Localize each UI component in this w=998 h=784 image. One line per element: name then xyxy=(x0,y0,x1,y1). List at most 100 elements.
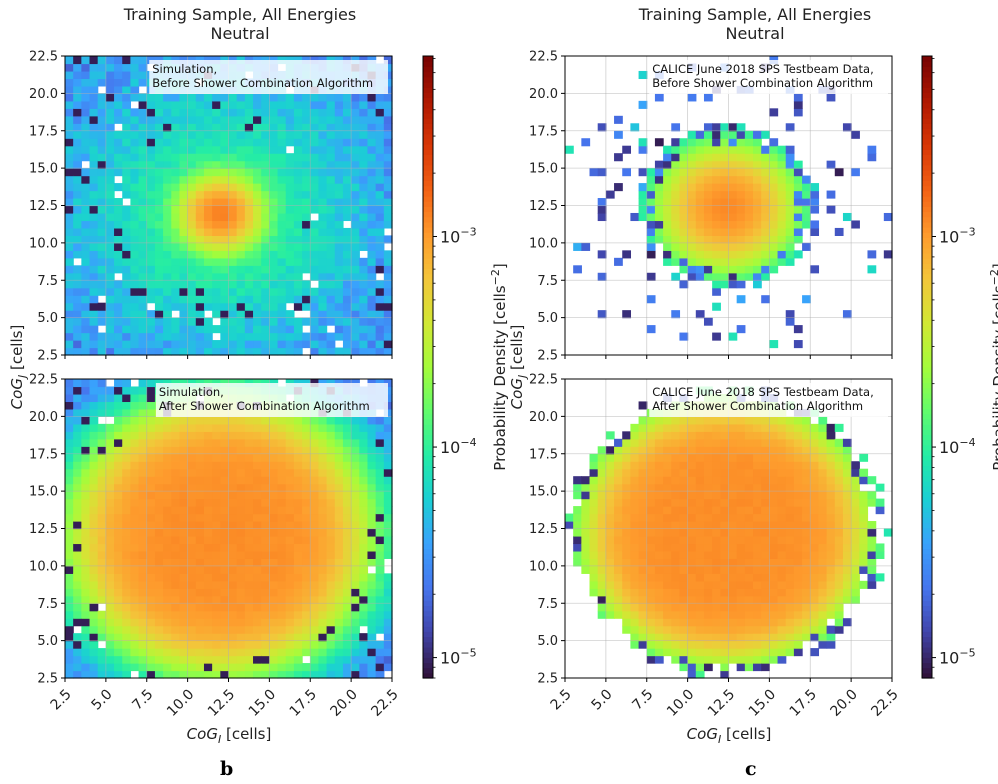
heatmap-bin xyxy=(138,491,148,500)
heatmap-bin xyxy=(351,528,360,537)
heatmap-bin xyxy=(310,438,320,447)
heatmap-bins xyxy=(565,56,893,349)
heatmap-bin xyxy=(383,625,393,634)
heatmap-bin xyxy=(326,220,336,229)
heatmap-bin xyxy=(212,521,221,530)
heatmap-bin xyxy=(212,528,221,537)
heatmap-bin xyxy=(646,618,656,627)
heatmap-bin xyxy=(302,468,311,477)
heatmap-bin xyxy=(728,153,738,162)
heatmap-bin xyxy=(269,438,279,447)
heatmap-bin xyxy=(179,438,189,447)
heatmap-bin xyxy=(114,280,123,289)
heatmap-bin xyxy=(89,565,99,574)
heatmap-bin xyxy=(244,265,254,274)
heatmap-bin xyxy=(114,655,123,664)
heatmap-bin xyxy=(163,595,172,604)
heatmap-bin xyxy=(81,513,91,522)
heatmap-bin xyxy=(138,250,148,259)
heatmap-bin xyxy=(97,483,107,492)
heatmap-bin xyxy=(212,588,221,597)
heatmap-bin xyxy=(326,280,336,289)
heatmap-bin xyxy=(220,506,230,515)
heatmap-bin xyxy=(695,633,705,642)
heatmap-bin xyxy=(146,250,156,259)
heatmap-bin xyxy=(163,588,172,597)
heatmap-bin xyxy=(89,100,99,109)
heatmap-bin xyxy=(318,183,328,192)
heatmap-bin xyxy=(244,287,254,296)
heatmap-bin xyxy=(253,123,262,132)
heatmap-bin xyxy=(761,625,770,634)
heatmap-bin xyxy=(97,663,107,672)
heatmap-bin xyxy=(220,528,230,537)
heatmap-bin xyxy=(130,325,140,334)
heatmap-bin xyxy=(310,588,320,597)
heatmap-bin xyxy=(334,168,344,177)
heatmap-bin xyxy=(285,535,295,545)
heatmap-bin xyxy=(728,573,738,582)
heatmap-bin xyxy=(179,506,189,515)
heatmap-bin xyxy=(277,558,287,567)
heatmap-bin xyxy=(802,198,811,207)
heatmap-bin xyxy=(695,640,705,649)
heatmap-bin xyxy=(351,453,360,462)
heatmap-bin xyxy=(326,655,336,664)
heatmap-bin xyxy=(285,257,295,266)
heatmap-bin xyxy=(367,416,377,425)
heatmap-bin xyxy=(138,115,148,124)
heatmap-bin xyxy=(818,453,828,462)
heatmap-bin xyxy=(138,235,148,244)
y-tick-label: 2.5 xyxy=(37,672,58,687)
heatmap-bin xyxy=(367,302,377,311)
heatmap-bin xyxy=(753,227,762,236)
heatmap-bin xyxy=(367,130,377,139)
y-tick-label: 7.5 xyxy=(537,597,558,612)
heatmap-bin xyxy=(310,423,320,432)
heatmap-bin xyxy=(622,513,632,522)
heatmap-bin xyxy=(105,521,115,530)
heatmap-bin xyxy=(187,153,197,162)
heatmap-bin xyxy=(97,558,107,567)
heatmap-bin xyxy=(663,168,672,177)
heatmap-bin xyxy=(130,287,140,296)
heatmap-bin xyxy=(761,242,770,251)
heatmap-bin xyxy=(146,393,156,403)
heatmap-bin xyxy=(383,272,393,281)
heatmap-bin xyxy=(605,535,615,545)
heatmap-bin xyxy=(269,461,279,470)
heatmap-bin xyxy=(236,610,246,619)
heatmap-bin xyxy=(326,190,336,199)
heatmap-bin xyxy=(154,595,164,604)
heatmap-bin xyxy=(695,235,705,244)
heatmap-bin xyxy=(744,476,754,485)
heatmap-bin xyxy=(318,618,328,627)
heatmap-bin xyxy=(326,476,336,485)
heatmap-bin xyxy=(220,416,230,425)
heatmap-bin xyxy=(622,491,632,500)
heatmap-bin xyxy=(687,272,697,281)
heatmap-bin xyxy=(97,115,107,124)
heatmap-bin xyxy=(777,416,787,425)
heatmap-bin xyxy=(138,302,148,311)
heatmap-bin xyxy=(334,183,344,192)
heatmap-bin xyxy=(785,242,795,251)
heatmap-bin xyxy=(310,272,320,281)
heatmap-bin xyxy=(842,535,852,545)
heatmap-bin xyxy=(671,476,681,485)
heatmap-bin xyxy=(728,423,738,432)
heatmap-bin xyxy=(89,663,99,672)
heatmap-bin xyxy=(203,175,213,184)
heatmap-bin xyxy=(73,610,82,619)
heatmap-bin xyxy=(163,625,172,634)
heatmap-bin xyxy=(630,461,640,470)
heatmap-bin xyxy=(753,483,762,492)
heatmap-bin xyxy=(793,476,803,485)
heatmap-bin xyxy=(695,655,705,664)
heatmap-bin xyxy=(818,476,828,485)
heatmap-bin xyxy=(65,242,74,251)
heatmap-bin xyxy=(97,310,107,319)
heatmap-bin xyxy=(285,461,295,470)
heatmap-bin xyxy=(73,250,82,259)
heatmap-bin xyxy=(383,295,393,304)
